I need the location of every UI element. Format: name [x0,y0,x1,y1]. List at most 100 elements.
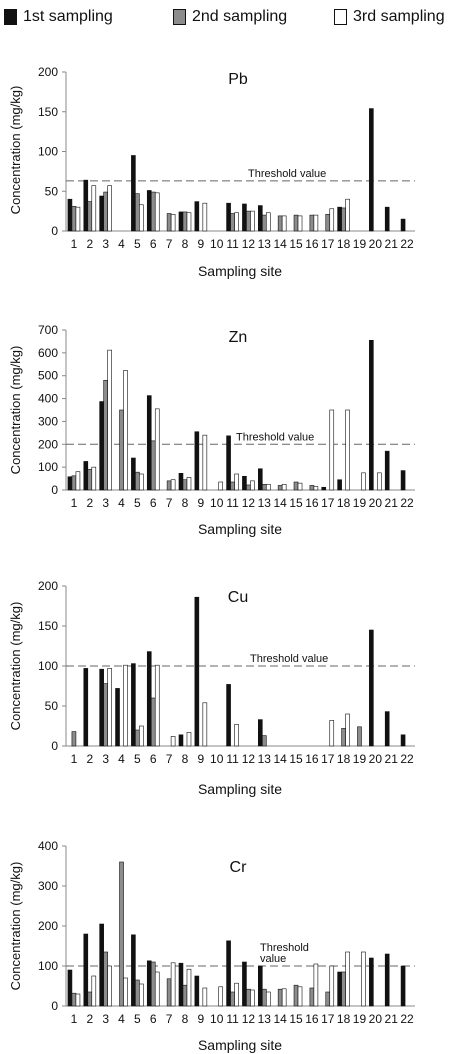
chart-pb-bar-3rd-site-13 [265,212,271,232]
chart-cr-bar-2nd-site-15 [293,984,299,1007]
chart-zn-bar-1st-site-21 [384,450,390,491]
chart-cu-bar-2nd-site-18 [341,728,346,747]
chart-cr-bar-1st-site-5 [131,934,136,1007]
chart-cr-bar-2nd-site-8 [182,984,188,1007]
chart-cr-bar-1st-site-20 [369,957,374,1007]
chart-pb-x-tick-label: 14 [273,237,287,251]
chart-cr-x-tick-label: 9 [197,1012,204,1026]
chart-cr-x-tick-label: 12 [242,1012,256,1026]
chart-pb-bar-3rd-site-1 [75,206,81,232]
chart-cr-x-tick-label: 3 [102,1012,109,1026]
chart-zn-y-tick-label: 600 [38,346,58,360]
chart-pb-bar-2nd-site-11 [230,213,235,232]
chart-cu-x-tick-label: 14 [273,752,287,766]
chart-cu-bar-3rd-site-7 [170,736,176,747]
chart-pb-bar-1st-site-11 [226,202,231,232]
chart-pb-x-tick-label: 11 [226,237,239,251]
chart-cu-bar-1st-site-2 [83,668,89,747]
chart-cr-bar-2nd-site-14 [277,988,283,1007]
chart-pb-bar-2nd-site-16 [309,214,315,232]
chart-cu-y-label: Concentration (mg/kg) [8,602,23,731]
chart-zn-bar-3rd-site-15 [297,482,303,491]
chart-zn-bar-3rd-site-9 [202,434,208,491]
chart-cr-x-tick-label: 2 [86,1012,93,1026]
chart-cr-bar-2nd-site-7 [166,978,172,1007]
chart-cu-x-tick-label: 7 [166,752,173,766]
chart-cu-x-tick-label: 22 [400,752,414,766]
chart-cr-bar-3rd-site-10 [218,986,224,1007]
chart-pb-bar-2nd-site-1 [71,206,77,232]
chart-pb-bar-2nd-site-18 [341,207,346,232]
chart-cu-bar-1st-site-4 [115,688,120,747]
chart-pb-bar-1st-site-9 [194,201,200,232]
chart-cr-bar-3rd-site-7 [170,962,176,1007]
chart-pb-bar-1st-site-1 [67,198,73,232]
chart-cu-bar-3rd-site-17 [329,720,335,747]
chart-pb-bar-2nd-site-3 [103,191,108,232]
chart-cr-x-tick-label: 10 [210,1012,224,1026]
chart-pb-x-tick-label: 7 [166,237,173,251]
chart-zn-y-tick-label: 100 [38,460,58,474]
chart-cu-y-tick-label: 200 [38,579,58,593]
chart-pb-bar-3rd-site-12 [250,210,255,232]
chart-pb-bar-1st-site-8 [178,211,184,232]
chart-cr-bar-3rd-site-6 [154,971,160,1007]
chart-pb-y-tick-label: 100 [38,145,58,159]
chart-cr-y-tick-label: 200 [38,919,58,933]
chart-zn-bar-1st-site-5 [131,457,136,491]
chart-cu-bar-1st-site-20 [369,629,374,747]
chart-cr-y-tick-label: 100 [38,959,58,973]
chart-zn-x-tick-label: 12 [242,496,256,510]
legend-label-2nd: 2nd sampling [192,8,288,25]
chart-pb-y-label: Concentration (mg/kg) [8,86,23,215]
chart-cr-x-tick-label: 8 [182,1012,189,1026]
chart-cr-bar-3rd-site-8 [186,968,192,1007]
chart-cr-x-tick-label: 18 [337,1012,351,1026]
chart-pb-x-tick-label: 16 [305,237,319,251]
chart-zn-x-tick-label: 17 [321,496,335,510]
chart-cr-bar-3rd-site-12 [250,989,255,1007]
chart-cu-bar-1st-site-21 [384,711,390,747]
chart-pb-bar-3rd-site-18 [345,198,350,232]
chart-zn-bar-1st-site-12 [242,475,247,491]
chart-zn-y-tick-label: 700 [38,323,58,337]
chart-zn-x-tick-label: 18 [337,496,351,510]
chart-pb-bar-1st-site-2 [83,179,89,232]
chart-pb-y-tick-label: 50 [45,184,59,198]
chart-cu-x-tick-label: 18 [337,752,351,766]
chart-cr-x-tick-label: 16 [305,1012,319,1026]
chart-cu-bar-3rd-site-9 [202,702,208,747]
chart-zn-bar-2nd-site-3 [103,379,108,491]
chart-pb-x-tick-label: 5 [134,237,141,251]
chart-cu-bar-1st-site-6 [146,651,152,747]
chart-cr-threshold-label: Threshold [260,942,309,954]
chart-pb-bar-1st-site-6 [146,190,152,232]
chart-zn-bar-1st-site-1 [67,476,73,491]
legend: 1st sampling 2nd sampling 3rd sampling [0,0,458,36]
chart-cu-title: Cu [228,589,248,606]
chart-pb-threshold-label: Threshold value [248,168,326,180]
chart-cr-x-tick-label: 13 [258,1012,272,1026]
chart-zn-bar-1st-site-6 [146,395,152,491]
chart-zn-bar-1st-site-8 [178,473,184,491]
chart-zn-x-tick-label: 5 [134,496,141,510]
chart-pb-x-tick-label: 4 [118,237,125,251]
legend-item-3rd: 3rd sampling [334,8,445,26]
chart-pb-y-tick-label: 150 [38,105,58,119]
chart-zn-y-tick-label: 200 [38,437,58,451]
chart-zn-bar-1st-site-3 [99,401,104,491]
chart-cu-x-tick-label: 6 [150,752,157,766]
chart-zn-y-tick-label: 400 [38,392,58,406]
chart-cr-threshold-label: value [260,953,286,965]
chart-cr-bar-3rd-site-15 [297,986,303,1007]
chart-pb-bar-3rd-site-8 [186,212,192,232]
chart-zn-bar-2nd-site-6 [150,440,156,491]
chart-cu-x-tick-label: 21 [385,752,399,766]
chart-pb-x-tick-label: 13 [258,237,272,251]
chart-zn-x-tick-label: 22 [400,496,414,510]
chart-cr-bar-3rd-site-11 [234,982,239,1007]
chart-cr-y-tick-label: 0 [51,999,58,1013]
chart-cr-bar-3rd-site-1 [75,993,81,1007]
chart-pb-bar-2nd-site-7 [166,213,172,232]
chart-pb-bar-2nd-site-12 [246,210,251,232]
